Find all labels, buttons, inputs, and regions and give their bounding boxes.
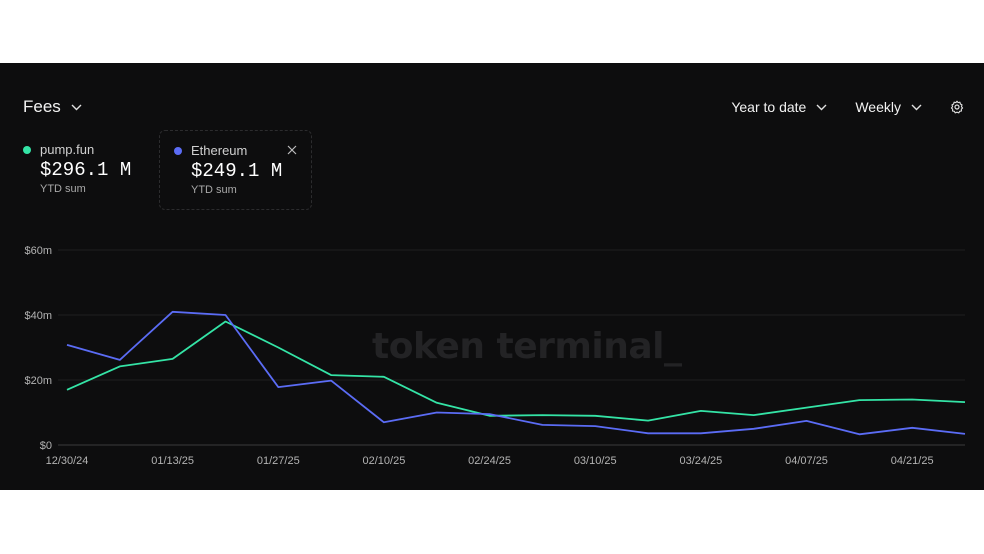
range-label: Year to date xyxy=(731,99,807,115)
x-tick-label: 03/24/25 xyxy=(679,455,722,467)
x-tick-label: 04/21/25 xyxy=(891,455,934,467)
metric-value: $249.1 M xyxy=(191,160,283,182)
metric-value: $296.1 M xyxy=(40,159,132,181)
metric-name: Ethereum xyxy=(191,143,248,158)
range-dropdown[interactable]: Year to date xyxy=(731,99,827,115)
x-tick-label: 02/24/25 xyxy=(468,455,511,467)
y-tick-label: $40m xyxy=(24,310,52,322)
chart-controls: Year to date Weekly xyxy=(731,99,964,115)
x-tick-label: 04/07/25 xyxy=(785,455,828,467)
page-title: Fees xyxy=(23,97,61,116)
fees-line-chart: $0 $20m $40m $60m 12/30/24 01/13/25 01/27/25 02… xyxy=(24,245,966,467)
y-tick-label: $0 xyxy=(40,440,52,452)
series-line-ethereum xyxy=(66,310,966,436)
close-icon[interactable] xyxy=(287,145,297,155)
interval-label: Weekly xyxy=(855,99,901,115)
x-tick-label: 01/13/25 xyxy=(151,455,194,467)
chevron-down-icon xyxy=(911,104,922,111)
metric-card-ethereum[interactable]: Ethereum $249.1 M YTD sum xyxy=(159,130,312,210)
metric-caption: YTD sum xyxy=(40,183,86,195)
chart-panel: $0 $20m $40m $60m 12/30/24 01/13/25 01/27/25 02… xyxy=(0,63,984,490)
series-color-dot xyxy=(174,146,182,155)
metric-name: pump.fun xyxy=(40,142,95,157)
chevron-down-icon xyxy=(71,104,82,111)
x-tick-label: 12/30/24 xyxy=(46,455,89,467)
x-tick-label: 01/27/25 xyxy=(257,455,300,467)
interval-dropdown[interactable]: Weekly xyxy=(855,99,922,115)
metric-card-pump-fun[interactable]: pump.fun $296.1 M YTD sum xyxy=(23,130,153,210)
gear-icon[interactable] xyxy=(950,100,964,114)
series-color-dot xyxy=(23,145,31,154)
series-line-pump-fun xyxy=(66,320,966,422)
x-tick-label: 03/10/25 xyxy=(574,455,617,467)
metric-selector[interactable]: Fees xyxy=(23,97,82,117)
y-tick-label: $20m xyxy=(24,375,52,387)
metric-caption: YTD sum xyxy=(191,184,237,196)
chevron-down-icon xyxy=(816,104,827,111)
x-tick-label: 02/10/25 xyxy=(363,455,406,467)
y-tick-label: $60m xyxy=(24,245,52,257)
